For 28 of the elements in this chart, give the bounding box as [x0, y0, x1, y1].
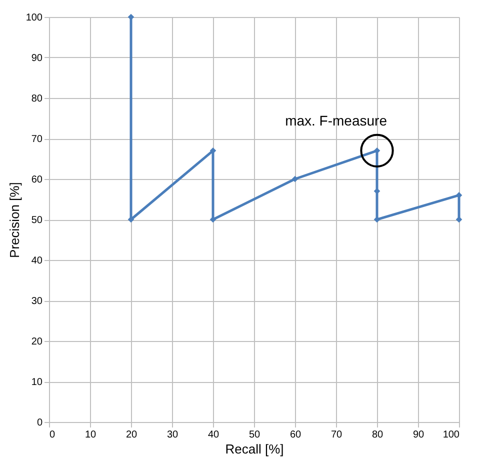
- x-tick-label: 70: [330, 430, 342, 440]
- y-tick-label: 70: [31, 134, 43, 145]
- y-tick-label: 40: [31, 256, 43, 266]
- x-tick-label: 20: [126, 430, 138, 440]
- point: [292, 176, 298, 182]
- x-tick-label: 10: [84, 430, 96, 440]
- x-tick-label: 40: [208, 430, 220, 440]
- point: [210, 147, 216, 154]
- y-tick-label: 20: [31, 336, 43, 348]
- y-tick-label: 10: [31, 377, 43, 388]
- y-tick-label: 60: [31, 174, 43, 186]
- y-tick-label: 80: [31, 94, 43, 104]
- y-tick-label: 0: [36, 418, 43, 428]
- x-tick-label: 0: [50, 430, 56, 440]
- y-tick-label: 100: [26, 12, 43, 24]
- x-tick-label: 100: [442, 430, 460, 440]
- x-tick-label: 60: [290, 430, 302, 440]
- y-tick-label: 30: [31, 296, 43, 307]
- x-axis-title: Recall [%]: [225, 442, 284, 456]
- x-tick-label: 80: [372, 430, 384, 440]
- point: [456, 192, 462, 198]
- y-tick-label: 90: [31, 53, 43, 64]
- annotation: max. F-measure: [285, 112, 388, 129]
- y-axis-title: Precision [%]: [6, 182, 22, 258]
- x-tick-label: 90: [412, 430, 424, 440]
- y-tick-label: 50: [31, 215, 43, 226]
- x-tick-label: 50: [248, 430, 260, 440]
- x-tick-label: 30: [166, 430, 178, 440]
